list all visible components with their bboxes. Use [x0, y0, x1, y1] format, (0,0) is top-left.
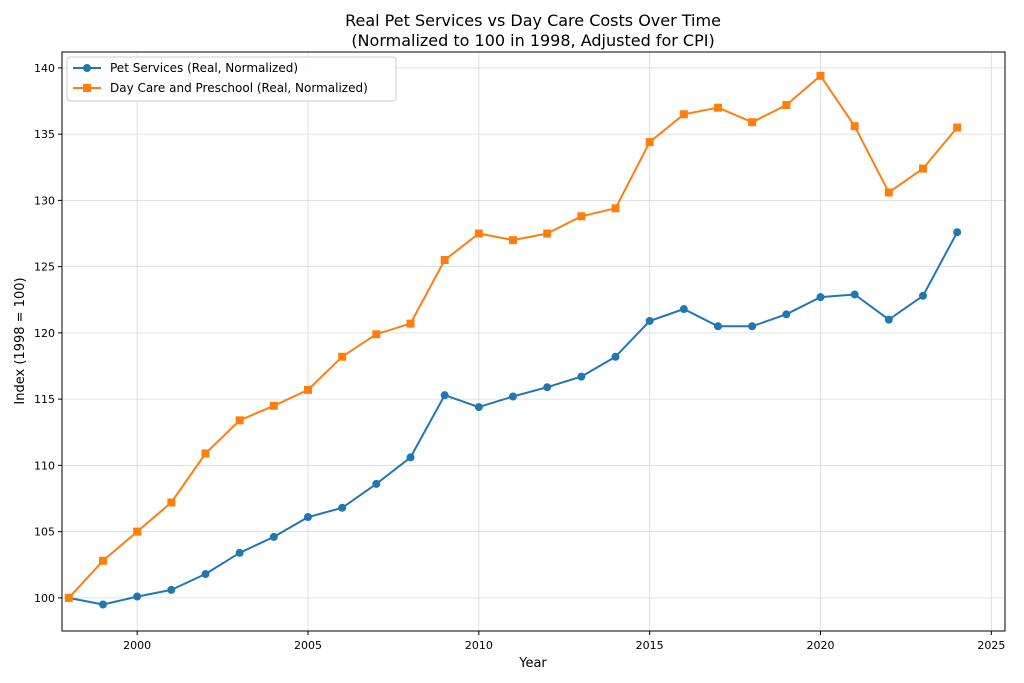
y-tick-label: 130 — [34, 194, 55, 207]
data-point-day-care — [748, 118, 757, 127]
data-point-day-care — [543, 229, 552, 238]
x-tick-label: 2010 — [465, 639, 493, 652]
chart-title: Real Pet Services vs Day Care Costs Over… — [345, 11, 721, 30]
data-point-pet-services — [611, 352, 620, 361]
series-layer — [64, 71, 962, 609]
data-point-day-care — [440, 256, 449, 265]
data-point-day-care — [953, 123, 962, 132]
y-tick-label: 115 — [34, 393, 55, 406]
data-point-pet-services — [919, 291, 927, 300]
x-tick-label: 2020 — [807, 639, 835, 652]
data-point-day-care — [235, 416, 244, 425]
y-tick-label: 120 — [34, 327, 55, 340]
legend-label-day-care: Day Care and Preschool (Real, Normalized… — [110, 81, 368, 95]
y-tick-label: 135 — [34, 128, 55, 141]
data-point-pet-services — [679, 305, 688, 314]
data-point-pet-services — [372, 479, 381, 488]
data-point-day-care — [406, 319, 415, 328]
data-point-pet-services — [577, 372, 586, 381]
data-point-day-care — [816, 71, 825, 80]
data-point-pet-services — [167, 585, 176, 594]
data-point-pet-services — [543, 383, 552, 392]
data-point-pet-services — [645, 316, 654, 325]
data-point-day-care — [577, 212, 586, 221]
data-point-pet-services — [884, 315, 893, 324]
data-point-pet-services — [99, 600, 107, 609]
legend-marker-pet-services — [83, 64, 91, 72]
data-point-day-care — [201, 449, 210, 458]
data-point-pet-services — [133, 592, 142, 601]
data-point-pet-services — [269, 532, 278, 541]
data-point-pet-services — [235, 548, 244, 557]
data-point-day-care — [850, 122, 859, 131]
legend-label-pet-services: Pet Services (Real, Normalized) — [110, 61, 298, 75]
data-point-day-care — [474, 229, 483, 238]
y-tick-label: 105 — [34, 526, 55, 539]
axis-ticks: 2000 2005 2010 2015 2020 2025 100 105 110 115 120 1… — [34, 62, 1005, 652]
data-point-day-care — [611, 204, 620, 213]
series-line-day-care — [68, 74, 958, 599]
data-point-day-care — [99, 556, 107, 565]
data-point-day-care — [509, 236, 517, 245]
data-point-pet-services — [953, 228, 962, 237]
data-point-pet-services — [440, 391, 449, 400]
data-point-day-care — [269, 401, 278, 410]
data-point-day-care — [133, 527, 142, 536]
data-point-pet-services — [850, 290, 859, 299]
data-point-pet-services — [201, 570, 210, 579]
x-tick-label: 2015 — [636, 639, 664, 652]
series-line-pet-services — [68, 231, 959, 606]
x-tick-label: 2025 — [977, 639, 1005, 652]
data-point-pet-services — [782, 310, 791, 319]
data-point-pet-services — [474, 403, 483, 412]
data-point-pet-services — [509, 392, 517, 401]
data-point-day-care — [714, 103, 722, 112]
data-point-pet-services — [748, 322, 757, 331]
data-point-day-care — [304, 385, 312, 394]
legend-frame — [66, 56, 397, 102]
data-point-day-care — [167, 498, 176, 507]
y-tick-label: 100 — [34, 592, 55, 605]
grid — [62, 52, 1005, 631]
y-tick-label: 110 — [34, 459, 55, 472]
y-tick-label: 125 — [34, 261, 55, 274]
data-point-day-care — [64, 593, 73, 602]
y-axis-label: Index (1998 = 100) — [13, 277, 28, 404]
x-tick-label: 2005 — [294, 639, 322, 652]
x-axis-label: Year — [518, 656, 547, 671]
x-tick-label: 2000 — [123, 639, 151, 652]
data-point-day-care — [372, 330, 381, 339]
data-point-day-care — [679, 110, 688, 119]
data-point-pet-services — [304, 513, 312, 522]
data-point-day-care — [782, 100, 791, 109]
legend: Pet Services (Real, Normalized) Day Care… — [66, 56, 397, 102]
data-point-day-care — [338, 352, 347, 361]
data-point-pet-services — [816, 293, 825, 302]
data-point-pet-services — [406, 453, 415, 462]
data-point-pet-services — [714, 322, 722, 331]
data-point-day-care — [645, 138, 654, 147]
plot-area-frame — [61, 51, 1006, 632]
legend-marker-day-care — [83, 84, 91, 92]
y-tick-label: 140 — [34, 62, 55, 75]
data-point-day-care — [884, 188, 893, 197]
data-point-pet-services — [338, 503, 347, 512]
data-point-day-care — [919, 164, 927, 173]
chart-subtitle: (Normalized to 100 in 1998, Adjusted for… — [351, 31, 714, 50]
